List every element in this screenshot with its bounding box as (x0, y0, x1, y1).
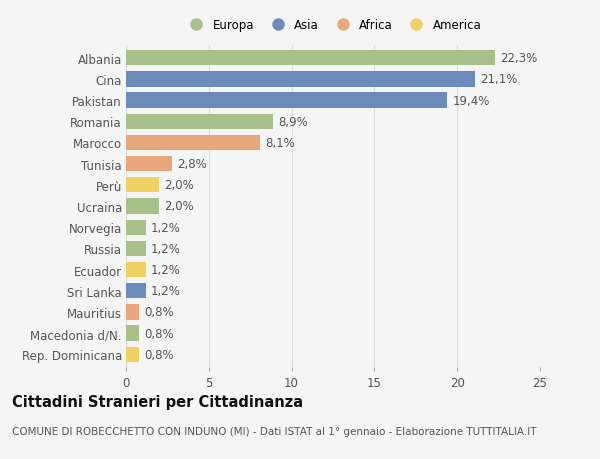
Bar (126, 114, 274, 129)
Text: Cittadini Stranieri per Cittadinanza: Cittadini Stranieri per Cittadinanza (12, 394, 303, 409)
Bar (126, 72, 475, 87)
Bar (126, 178, 159, 193)
Text: 0,8%: 0,8% (144, 327, 174, 340)
Text: 0,8%: 0,8% (144, 306, 174, 319)
Bar (126, 157, 172, 172)
Legend: Europa, Asia, Africa, America: Europa, Asia, Africa, America (182, 17, 484, 34)
Bar (126, 347, 139, 362)
Text: 2,0%: 2,0% (164, 200, 194, 213)
Bar (126, 284, 146, 299)
Bar (126, 241, 146, 257)
Text: 0,8%: 0,8% (144, 348, 174, 361)
Text: 21,1%: 21,1% (481, 73, 518, 86)
Bar (126, 93, 447, 108)
Bar (126, 51, 495, 66)
Bar (126, 199, 159, 214)
Text: 1,2%: 1,2% (151, 285, 181, 297)
Bar (126, 135, 260, 151)
Bar (126, 326, 139, 341)
Text: 22,3%: 22,3% (500, 52, 538, 65)
Text: 1,2%: 1,2% (151, 221, 181, 234)
Text: COMUNE DI ROBECCHETTO CON INDUNO (MI) - Dati ISTAT al 1° gennaio - Elaborazione : COMUNE DI ROBECCHETTO CON INDUNO (MI) - … (12, 426, 536, 436)
Text: 1,2%: 1,2% (151, 242, 181, 255)
Text: 1,2%: 1,2% (151, 263, 181, 276)
Bar (126, 220, 146, 235)
Text: 8,1%: 8,1% (265, 137, 295, 150)
Text: 8,9%: 8,9% (278, 116, 308, 129)
Bar (126, 263, 146, 278)
Bar (126, 305, 139, 320)
Text: 2,8%: 2,8% (178, 158, 207, 171)
Text: 19,4%: 19,4% (452, 95, 490, 107)
Text: 2,0%: 2,0% (164, 179, 194, 192)
